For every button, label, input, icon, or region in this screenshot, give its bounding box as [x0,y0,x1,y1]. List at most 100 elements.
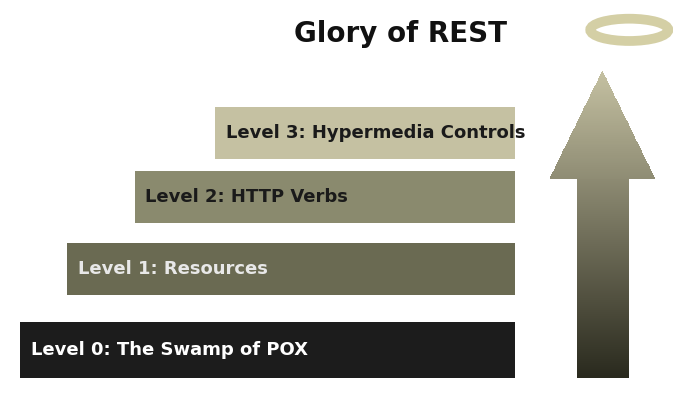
Bar [215,107,515,159]
Bar [595,85,610,87]
Bar [566,144,639,146]
Bar [567,143,638,145]
Bar [67,243,515,295]
Bar [599,77,606,79]
Bar [20,322,515,378]
Text: Glory of REST: Glory of REST [294,20,507,48]
Bar [550,177,655,179]
Bar [557,163,648,165]
Bar [601,72,604,74]
Bar [594,86,610,88]
Bar [586,103,618,105]
Bar [562,152,643,154]
Bar [568,140,637,142]
Bar [602,71,603,73]
Bar [563,151,642,153]
Bar [579,116,625,118]
Bar [598,80,607,81]
Text: Level 0: The Swamp of POX: Level 0: The Swamp of POX [31,341,308,359]
Bar [575,127,630,129]
Bar [135,171,515,223]
Bar [585,105,620,107]
Bar [586,104,619,106]
Bar [600,74,604,76]
Bar [588,99,616,101]
Bar [559,158,645,160]
Bar [587,101,618,103]
Bar [554,169,651,170]
Bar [563,149,641,151]
Bar [551,174,653,176]
Bar [582,111,623,113]
Bar [584,107,621,109]
Bar [583,108,621,110]
Text: Level 3: Hypermedia Controls: Level 3: Hypermedia Controls [226,124,526,142]
Bar [576,123,629,125]
Bar [571,134,634,136]
Bar [552,173,653,175]
Bar [561,154,643,156]
Bar [579,117,625,119]
Bar [557,162,647,164]
Bar [561,155,644,156]
Bar [594,88,611,90]
Bar [556,166,649,167]
Bar [578,119,627,121]
Bar [592,92,613,94]
Bar [553,171,651,173]
Bar [559,159,646,161]
Bar [561,156,644,158]
Bar [584,106,621,108]
Bar [551,176,654,178]
Bar [574,128,631,130]
Bar [569,137,635,139]
Bar [598,78,606,80]
Bar [599,76,606,78]
Text: Level 2: HTTP Verbs: Level 2: HTTP Verbs [145,188,348,206]
Bar [571,133,633,135]
Bar [565,147,640,149]
Bar [582,112,623,113]
Bar [573,131,632,133]
Bar [577,121,627,123]
Bar [567,142,637,144]
Bar [558,160,647,162]
Bar [577,120,627,122]
Bar [596,82,608,84]
Bar [570,135,635,137]
Bar [590,94,614,96]
Bar [590,96,615,98]
Bar [564,148,641,150]
Bar [600,75,605,77]
Bar [556,164,649,166]
Bar [551,175,653,177]
Bar [575,125,629,127]
Text: Level 1: Resources: Level 1: Resources [78,259,268,278]
Bar [588,100,617,102]
Bar [553,172,652,174]
Bar [583,109,622,111]
Bar [587,102,618,104]
Bar [572,132,633,134]
Bar [579,118,626,120]
Bar [581,114,624,116]
Bar [563,150,642,152]
Bar [569,139,636,140]
Bar [575,126,630,127]
Bar [560,157,645,159]
Bar [573,130,632,132]
Bar [590,97,616,98]
Bar [594,87,610,89]
Bar [592,90,612,92]
Bar [596,83,608,84]
Bar [577,123,628,124]
Bar [591,94,614,95]
Bar [573,129,631,131]
Bar [596,84,609,86]
Bar [601,73,604,75]
Bar [555,168,650,170]
Bar [555,166,649,168]
Bar [580,115,625,117]
Bar [565,146,639,148]
Bar [592,91,613,93]
